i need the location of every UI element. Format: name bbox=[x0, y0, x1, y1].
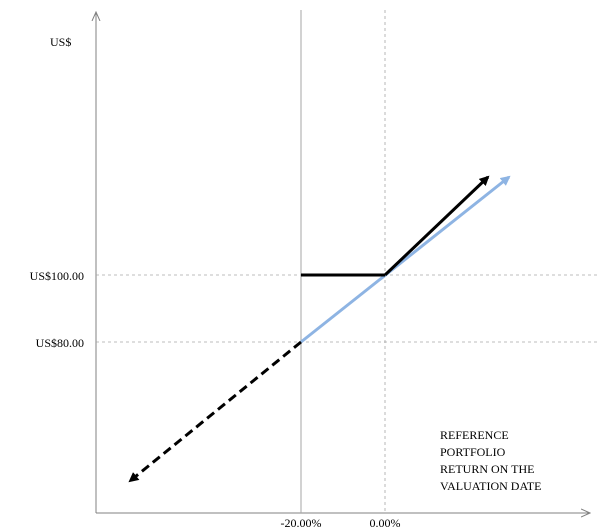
note-line-upside bbox=[383, 175, 490, 277]
y-axis-label: US$ bbox=[50, 35, 71, 49]
portfolio-line bbox=[300, 175, 511, 344]
y-tick-label-80: US$80.00 bbox=[36, 336, 84, 350]
x-axis-label-line-2: PORTFOLIO bbox=[440, 445, 506, 459]
x-tick-label-zero: 0.00% bbox=[370, 516, 401, 529]
y-tick-label-100: US$100.00 bbox=[30, 269, 84, 283]
x-axis-label-line-1: REFERENCE bbox=[440, 428, 509, 442]
x-tick-label-minus20: -20.00% bbox=[281, 516, 322, 529]
x-axis-label-line-3: RETURN ON THE bbox=[440, 462, 534, 476]
x-axis-label-line-4: VALUATION DATE bbox=[440, 479, 541, 493]
note-line-downside bbox=[128, 340, 302, 483]
